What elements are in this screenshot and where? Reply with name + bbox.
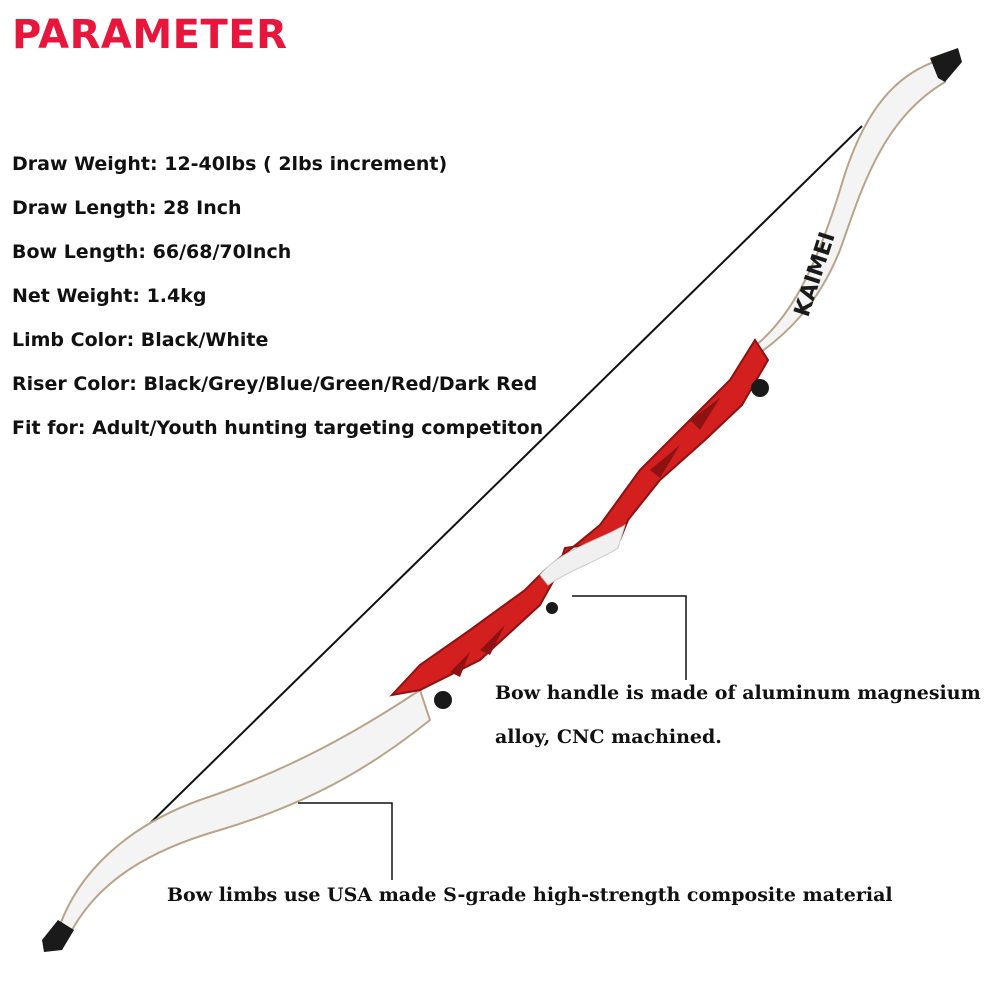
- lower-limb-tip: [42, 920, 74, 952]
- spec-riser-color: Riser Color: Black/Grey/Blue/Green/Red/D…: [12, 373, 538, 395]
- page-title: PARAMETER: [12, 12, 288, 58]
- riser: [389, 338, 770, 697]
- spec-list: Draw Weight: 12-40lbs ( 2lbs increment) …: [12, 142, 543, 450]
- spec-limb-color: Limb Color: Black/White: [12, 329, 269, 351]
- spec-draw-length: Draw Length: 28 Inch: [12, 197, 242, 219]
- upper-limb-bolt: [751, 379, 769, 397]
- handle-callout-line: [572, 595, 687, 680]
- handle-callout-text-2: alloy, CNC machined.: [495, 726, 722, 748]
- limbs-callout-line: [298, 802, 393, 880]
- spec-bow-length: Bow Length: 66/68/70Inch: [12, 241, 292, 263]
- brand-mark: KAIMEI: [790, 229, 841, 320]
- bow-string: [134, 125, 863, 839]
- spec-draw-weight: Draw Weight: 12-40lbs ( 2lbs increment): [12, 153, 448, 175]
- limbs-callout-text: Bow limbs use USA made S-grade high-stre…: [167, 884, 893, 906]
- handle-callout-text-1: Bow handle is made of aluminum magnesium: [495, 682, 981, 704]
- upper-limb-tip: [930, 48, 962, 82]
- spec-fit-for: Fit for: Adult/Youth hunting targeting c…: [12, 417, 544, 439]
- spec-net-weight: Net Weight: 1.4kg: [12, 285, 207, 307]
- stabilizer-bushing: [546, 602, 558, 614]
- lower-limb-bolt: [434, 691, 452, 709]
